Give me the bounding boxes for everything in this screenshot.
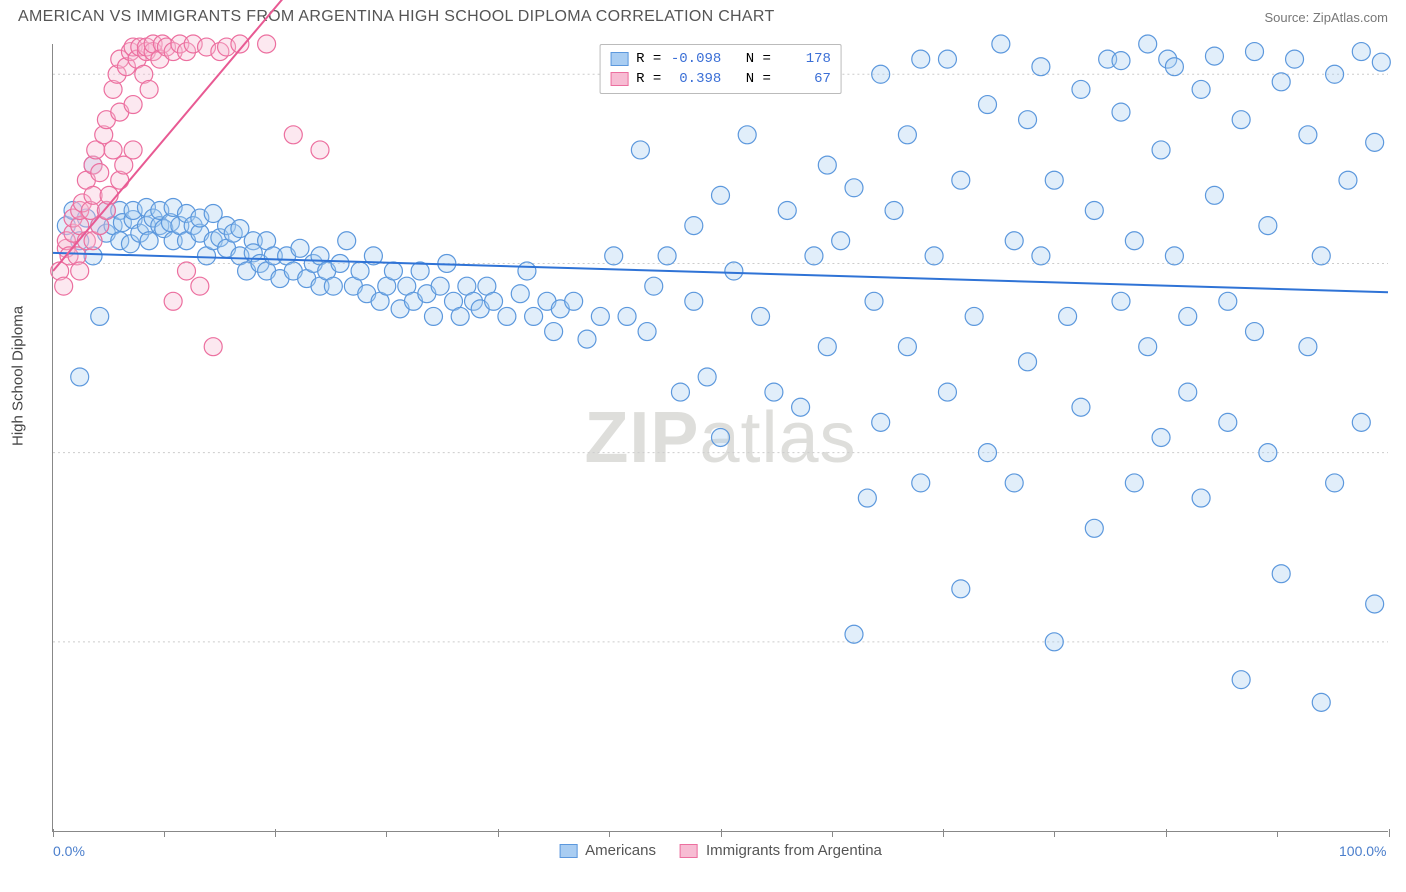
series-legend: Americans Immigrants from Argentina <box>559 842 882 859</box>
swatch-immigrants <box>610 72 628 86</box>
legend-label-immigrants: Immigrants from Argentina <box>706 842 882 859</box>
xtick-label: 100.0% <box>1339 843 1386 859</box>
xtick-label: 0.0% <box>53 843 85 859</box>
legend-label-americans: Americans <box>585 842 656 859</box>
scatter-svg <box>53 44 1388 831</box>
correlation-legend: R = -0.098 N = 178 R = 0.398 N = 67 <box>599 44 842 94</box>
source-label: Source: ZipAtlas.com <box>1264 10 1388 25</box>
plot-area: ZIPatlas R = -0.098 N = 178 R = 0.398 N … <box>52 44 1388 832</box>
chart-title: AMERICAN VS IMMIGRANTS FROM ARGENTINA HI… <box>18 8 775 26</box>
swatch-americans-bottom <box>559 844 577 858</box>
swatch-americans <box>610 52 628 66</box>
swatch-immigrants-bottom <box>680 844 698 858</box>
y-axis-label: High School Diploma <box>10 306 27 446</box>
series-Immigrants from Argentina <box>51 35 329 356</box>
series-Americans <box>57 35 1390 711</box>
